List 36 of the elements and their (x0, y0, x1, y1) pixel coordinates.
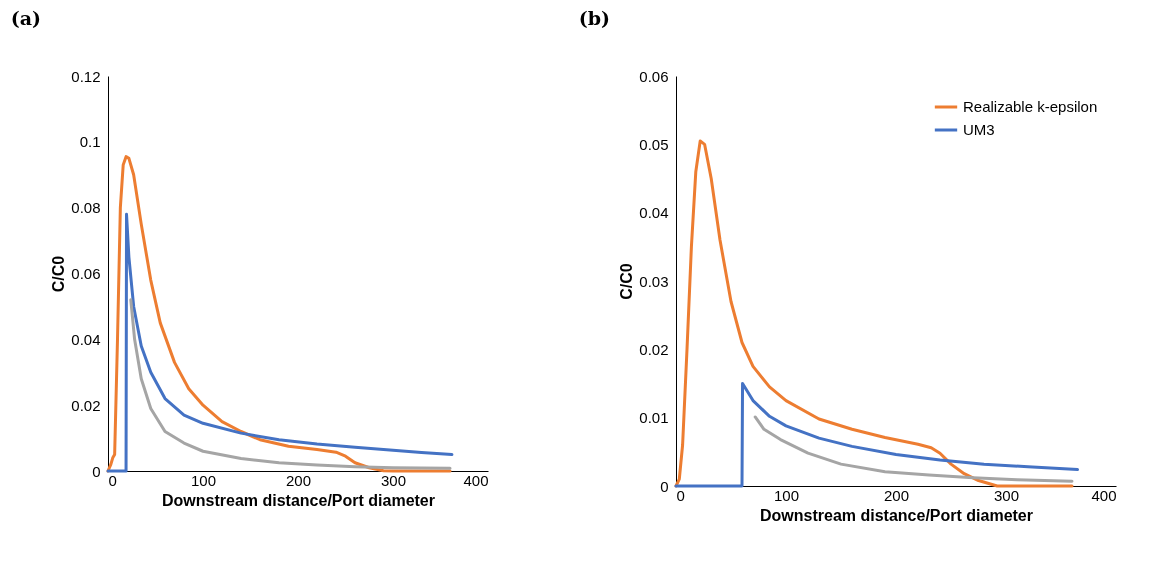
x-axis-title: Downstream distance/Port diameter (162, 491, 435, 509)
x-axis-title: Downstream distance/Port diameter (760, 506, 1033, 524)
y-tick-label: 0.02 (639, 340, 669, 358)
x-tick-label: 0 (108, 471, 117, 489)
chart-title: (b) (578, 7, 611, 29)
y-axis-title: C/C0 (50, 255, 68, 293)
line-series (106, 155, 452, 473)
line-series (674, 382, 1079, 488)
x-tick-label: 200 (285, 471, 312, 489)
line-series (106, 212, 454, 473)
y-tick-label: 0.06 (639, 67, 669, 85)
line-series (674, 139, 1074, 488)
y-tick-label: 0.05 (639, 135, 669, 153)
x-tick-label: 0 (676, 486, 685, 504)
x-tick-label: 300 (993, 486, 1020, 504)
line-series (129, 298, 452, 470)
y-tick-label: 0.04 (71, 330, 101, 348)
y-tick-label: 0.02 (71, 396, 101, 414)
x-tick-label: 300 (380, 471, 407, 489)
x-tick-label: 100 (190, 471, 217, 489)
y-axis-title: C/C0 (618, 263, 636, 300)
y-tick-label: 0.04 (639, 204, 669, 222)
legend-label: UM3 (963, 121, 995, 138)
x-tick-label: 100 (773, 486, 800, 504)
x-tick-label: 200 (883, 486, 910, 504)
y-tick-label: 0.06 (71, 265, 101, 282)
y-tick-label: 0.1 (79, 133, 101, 151)
x-tick-label: 400 (463, 471, 489, 489)
chart-title: (a) (10, 7, 42, 29)
legend-label: Realizable k-epsilon (963, 98, 1098, 115)
y-tick-label: 0.03 (639, 272, 669, 290)
line-series (753, 415, 1074, 483)
x-tick-label: 400 (1091, 486, 1117, 504)
y-tick-label: 0.08 (71, 199, 101, 217)
y-tick-label: 0.12 (71, 67, 101, 85)
y-tick-label: 0.01 (639, 409, 669, 427)
